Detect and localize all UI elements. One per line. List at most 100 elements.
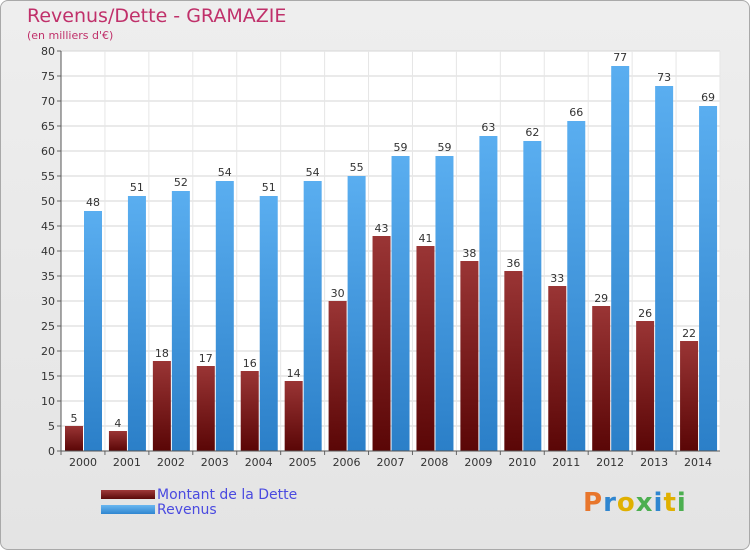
x-tick-label: 2005 [289, 456, 317, 469]
y-tick-label: 50 [41, 195, 55, 208]
bar-revenue [215, 181, 234, 451]
chart-title: Revenus/Dette - GRAMAZIE [27, 5, 287, 27]
data-label-debt: 33 [550, 272, 564, 285]
bar-debt [284, 381, 303, 451]
y-tick-label: 55 [41, 170, 55, 183]
data-label-revenue: 63 [481, 121, 495, 134]
x-tick-label: 2012 [596, 456, 624, 469]
y-tick-label: 60 [41, 145, 55, 158]
x-tick-label: 2002 [157, 456, 185, 469]
logo-letter: i [676, 488, 687, 518]
data-label-debt: 5 [71, 412, 78, 425]
x-tick-label: 2004 [245, 456, 273, 469]
bar-revenue [479, 136, 498, 451]
bar-debt [65, 426, 83, 451]
x-tick-label: 2009 [464, 456, 492, 469]
y-tick-label: 35 [41, 270, 55, 283]
x-tick-label: 2001 [113, 456, 141, 469]
bar-debt [460, 261, 479, 451]
x-tick-label: 2010 [508, 456, 536, 469]
y-tick-label: 80 [41, 45, 55, 58]
data-label-revenue: 54 [306, 166, 320, 179]
data-label-debt: 41 [418, 232, 432, 245]
y-tick-label: 65 [41, 120, 55, 133]
bar-revenue [347, 176, 366, 451]
data-label-debt: 4 [114, 417, 121, 430]
data-label-revenue: 59 [394, 141, 408, 154]
data-label-revenue: 55 [350, 161, 364, 174]
legend-label-revenue: Revenus [157, 502, 217, 518]
data-label-revenue: 66 [569, 106, 583, 119]
data-label-revenue: 77 [613, 51, 627, 64]
bar-revenue [611, 66, 630, 451]
bar-debt [680, 341, 699, 451]
bar-revenue [523, 141, 542, 451]
bar-revenue [303, 181, 322, 451]
data-label-revenue: 69 [701, 91, 715, 104]
bar-debt [548, 286, 567, 451]
legend-label-debt: Montant de la Dette [157, 487, 298, 503]
logo-letter: t [663, 488, 677, 518]
data-label-debt: 14 [287, 367, 301, 380]
data-label-debt: 36 [506, 257, 520, 270]
x-tick-label: 2000 [69, 456, 97, 469]
data-label-revenue: 59 [437, 141, 451, 154]
bar-revenue [655, 86, 674, 451]
bar-debt [240, 371, 259, 451]
bar-revenue [567, 121, 586, 451]
y-tick-label: 20 [41, 345, 55, 358]
bar-debt [196, 366, 215, 451]
x-tick-label: 2008 [420, 456, 448, 469]
y-tick-label: 5 [48, 420, 55, 433]
data-label-debt: 30 [331, 287, 345, 300]
chart-subtitle: (en milliers d'€) [27, 29, 114, 42]
y-tick-label: 15 [41, 370, 55, 383]
x-tick-label: 2003 [201, 456, 229, 469]
logo-letter: P [583, 488, 604, 518]
logo-letter: x [635, 488, 654, 518]
bar-revenue [435, 156, 454, 451]
bar-revenue [699, 106, 718, 451]
bar-revenue [84, 211, 102, 451]
logo-letter: r [603, 488, 617, 518]
y-tick-label: 70 [41, 95, 55, 108]
y-tick-label: 25 [41, 320, 55, 333]
bar-debt [636, 321, 655, 451]
data-label-revenue: 48 [86, 196, 100, 209]
bar-revenue [391, 156, 410, 451]
logo-letter: o [616, 488, 636, 518]
bar-debt [152, 361, 171, 451]
bar-debt [504, 271, 523, 451]
legend-swatch-revenue [101, 505, 155, 514]
data-label-debt: 18 [155, 347, 169, 360]
y-tick-label: 30 [41, 295, 55, 308]
data-label-revenue: 54 [218, 166, 232, 179]
data-label-debt: 17 [199, 352, 213, 365]
data-label-revenue: 52 [174, 176, 188, 189]
bar-debt [416, 246, 435, 451]
data-label-debt: 29 [594, 292, 608, 305]
y-tick-label: 75 [41, 70, 55, 83]
bar-debt [372, 236, 391, 451]
bar-debt [592, 306, 611, 451]
x-tick-label: 2007 [377, 456, 405, 469]
legend-swatch-debt [101, 490, 155, 499]
bar-revenue [127, 196, 146, 451]
data-label-revenue: 62 [525, 126, 539, 139]
proxiti-logo: Proxiti [583, 488, 687, 518]
bar-debt [328, 301, 347, 451]
data-label-revenue: 51 [262, 181, 276, 194]
x-tick-label: 2014 [684, 456, 712, 469]
data-label-revenue: 73 [657, 71, 671, 84]
logo-letter: i [653, 488, 664, 518]
x-tick-label: 2011 [552, 456, 580, 469]
data-label-debt: 22 [682, 327, 696, 340]
y-tick-label: 45 [41, 220, 55, 233]
bar-revenue [259, 196, 278, 451]
data-label-debt: 26 [638, 307, 652, 320]
data-label-debt: 43 [375, 222, 389, 235]
bar-revenue [171, 191, 190, 451]
data-label-revenue: 51 [130, 181, 144, 194]
